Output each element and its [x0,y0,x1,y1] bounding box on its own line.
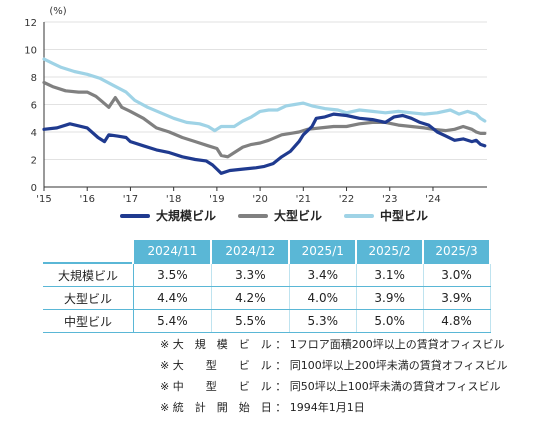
table-row: 大規模ビル 3.5% 3.3% 3.4% 3.1% 3.0% [43,262,491,287]
table-row: 中型ビル 5.4% 5.5% 5.3% 5.0% 4.8% [43,309,491,333]
table-cell: 4.0% [289,286,357,310]
y-axis-unit: (%) [49,6,66,17]
table-corner [43,240,135,263]
table-cell: 3.4% [289,262,357,287]
column-header: 2025/2 [356,240,425,263]
table-cell: 5.3% [289,309,357,333]
table-cell: 3.9% [423,286,491,310]
x-tick-label: '18 [166,194,181,205]
legend-label: 大規模ビル [156,209,217,223]
table-cell: 3.9% [356,286,424,310]
x-tick-label: '16 [79,194,94,205]
series-lines [42,57,487,175]
y-axis-ticks: 0 2 4 6 8 10 12 [24,18,37,194]
table-cell: 5.4% [133,309,212,333]
table-cell: 3.3% [211,262,290,287]
column-header: 2024/12 [211,240,291,263]
row-label: 大規模ビル [43,262,134,287]
series-line-2 [42,57,487,133]
footnote: ※ 統 計 開 始 日 ： 1994年1月1日 [160,401,365,414]
row-label: 大型ビル [43,286,134,310]
series-line-0 [42,112,487,175]
y-tick-label: 6 [31,101,37,112]
table-header-row: 2024/11 2024/12 2025/1 2025/2 2025/3 [43,240,491,263]
column-header: 2024/11 [133,240,213,263]
legend-label: 中型ビル [380,209,429,223]
x-axis-ticks: '15 '16 '17 '18 '19 '20 '21 '22 '23 '24 [36,187,441,205]
series-line-1 [42,80,487,159]
table-cell: 4.4% [133,286,212,310]
table-cell: 3.0% [423,262,491,287]
y-tick-label: 0 [31,183,37,194]
legend-item-medium: 中型ビル [344,207,428,224]
legend-swatch [238,213,269,218]
x-tick-label: '19 [209,194,224,205]
legend-item-large-scale: 大規模ビル [120,207,216,224]
row-label: 中型ビル [43,309,134,333]
y-tick-label: 4 [31,128,37,139]
table-row: 大型ビル 4.4% 4.2% 4.0% 3.9% 3.9% [43,286,491,310]
legend-swatch [344,213,375,218]
x-tick-label: '23 [382,194,397,205]
table-cell: 5.5% [211,309,290,333]
vacancy-rate-chart: 0 2 4 6 8 10 12 '15 '16 '17 '18 '19 '20 '21 '22 '23 '24… [24,6,487,205]
legend-item-large: 大型ビル [238,207,322,224]
y-tick-label: 12 [24,18,37,29]
chart-legend: 大規模ビル 大型ビル 中型ビル [120,207,428,224]
legend-swatch [120,213,150,218]
table-cell: 3.5% [133,262,212,287]
footnote: ※ 大 型 ビ ル ： 同100坪以上200坪未満の賃貸オフィスビル [160,359,508,372]
x-tick-label: '22 [339,194,354,205]
y-tick-label: 8 [31,73,37,84]
x-tick-label: '21 [296,194,311,205]
y-tick-label: 10 [24,46,37,57]
vacancy-rate-table: 2024/11 2024/12 2025/1 2025/2 2025/3 大規模… [43,240,491,333]
x-tick-label: '24 [425,194,440,205]
chart-grid [43,21,487,188]
footnote: ※ 中 型 ビ ル ： 同50坪以上100坪未満の賃貸オフィスビル [160,380,501,393]
table-cell: 5.0% [356,309,424,333]
legend-label: 大型ビル [274,209,323,223]
table-cell: 4.8% [423,309,491,333]
column-header: 2025/3 [423,240,491,263]
x-tick-label: '17 [123,194,138,205]
y-tick-label: 2 [31,156,37,167]
footnotes: ※ 大 規 模 ビ ル ： 1フロア面積200坪以上の賃貸オフィスビル ※ 大 … [160,334,507,418]
column-header: 2025/1 [289,240,358,263]
table-cell: 3.1% [356,262,424,287]
table-cell: 4.2% [211,286,290,310]
x-tick-label: '15 [36,194,51,205]
x-tick-label: '20 [252,194,267,205]
footnote: ※ 大 規 模 ビ ル ： 1フロア面積200坪以上の賃貸オフィスビル [160,338,505,351]
